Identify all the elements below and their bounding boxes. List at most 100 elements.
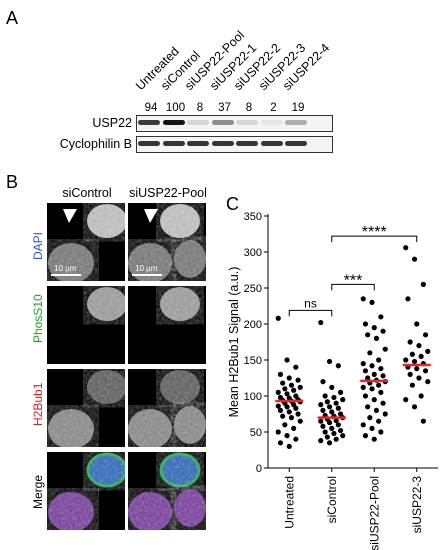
data-point [295, 411, 301, 417]
data-point [333, 436, 339, 442]
micrograph-tile [47, 369, 125, 447]
y-tick-label: 0 [256, 463, 262, 475]
data-point [280, 413, 286, 419]
blot-band [211, 141, 234, 146]
data-point [286, 409, 292, 415]
data-point [326, 358, 333, 365]
blot-band [260, 141, 283, 146]
data-point [297, 418, 303, 424]
data-point [286, 375, 292, 381]
data-point [322, 393, 328, 399]
data-point [335, 422, 341, 428]
data-point [322, 429, 328, 435]
data-point [380, 373, 386, 379]
micrograph-tile: 10 µm [128, 203, 206, 281]
blot-band [285, 141, 307, 146]
data-point [282, 386, 288, 392]
significance-label: **** [362, 224, 387, 241]
data-point [362, 393, 369, 399]
data-point [382, 411, 388, 417]
data-point [297, 384, 303, 390]
x-tick-label: siUSP22-Pool [367, 476, 381, 550]
blot-band [236, 120, 258, 125]
y-axis-label: Mean H2Bub1 Signal (a.u.) [227, 267, 241, 418]
data-point [275, 389, 281, 395]
data-point [367, 415, 373, 421]
data-point [277, 440, 284, 446]
data-point [318, 402, 324, 408]
data-point [293, 364, 299, 370]
significance-bracket [331, 235, 418, 243]
data-point [369, 425, 375, 431]
scale-bar-label: 10 µm [54, 264, 77, 273]
data-point [284, 357, 290, 363]
arrowhead-icon [63, 209, 77, 223]
data-point [275, 315, 281, 321]
data-point [288, 382, 295, 388]
blot-band [211, 120, 234, 125]
data-point [335, 405, 341, 411]
data-point [337, 427, 344, 434]
data-point [329, 384, 335, 390]
blot-band [138, 141, 160, 146]
data-point [373, 335, 380, 341]
data-point [416, 375, 422, 381]
row-label-phoss10: PhosS10 [31, 294, 45, 343]
data-point [369, 386, 375, 392]
blot-band [138, 120, 160, 125]
data-point [422, 332, 429, 338]
data-point [407, 371, 413, 377]
data-point [420, 281, 426, 287]
quant-value: 8 [245, 102, 253, 114]
data-point [360, 384, 366, 390]
quant-value: 100 [165, 102, 186, 114]
data-point [318, 418, 324, 424]
data-point [360, 422, 366, 428]
data-point [411, 358, 418, 365]
data-point [329, 409, 335, 415]
scale-bar [132, 274, 162, 276]
quant-value: 37 [218, 102, 231, 114]
data-point [362, 368, 369, 374]
data-point [275, 403, 281, 409]
row-label-merge: Merge [31, 474, 45, 509]
data-point [333, 417, 339, 424]
data-point [284, 391, 290, 397]
blot-label: USP22 [92, 116, 132, 130]
blot-band [162, 141, 185, 146]
data-point [360, 361, 366, 367]
data-point [318, 438, 324, 444]
x-tick-label: siUSP22-3 [410, 476, 424, 534]
data-point [422, 368, 429, 374]
micrograph-tile [128, 286, 206, 364]
data-point [369, 363, 375, 369]
column-title-siusp22-pool: siUSP22-Pool [129, 186, 207, 200]
y-tick-label: 250 [244, 283, 262, 295]
data-point [340, 397, 346, 403]
data-point [326, 440, 333, 446]
data-point [362, 433, 369, 439]
blot-label: Cyclophilin B [59, 137, 132, 151]
data-point [409, 351, 415, 357]
data-point [373, 407, 380, 413]
blot-membrane [136, 115, 333, 132]
data-point [360, 296, 366, 302]
data-point [378, 366, 384, 372]
significance-label: ns [304, 296, 317, 310]
y-tick-label: 150 [244, 355, 262, 367]
data-point [414, 321, 420, 327]
data-point [318, 319, 324, 326]
panel-b-letter: B [6, 172, 19, 192]
y-tick-label: 200 [244, 319, 262, 331]
data-point [293, 405, 299, 411]
blot-band [187, 120, 209, 125]
blot-band [187, 141, 209, 146]
quant-value: 8 [196, 102, 204, 114]
data-point [320, 379, 326, 385]
data-point [326, 420, 333, 426]
data-point [403, 397, 409, 403]
data-point [409, 382, 415, 388]
data-point [420, 418, 426, 424]
data-point [277, 407, 284, 413]
data-point [365, 332, 371, 338]
